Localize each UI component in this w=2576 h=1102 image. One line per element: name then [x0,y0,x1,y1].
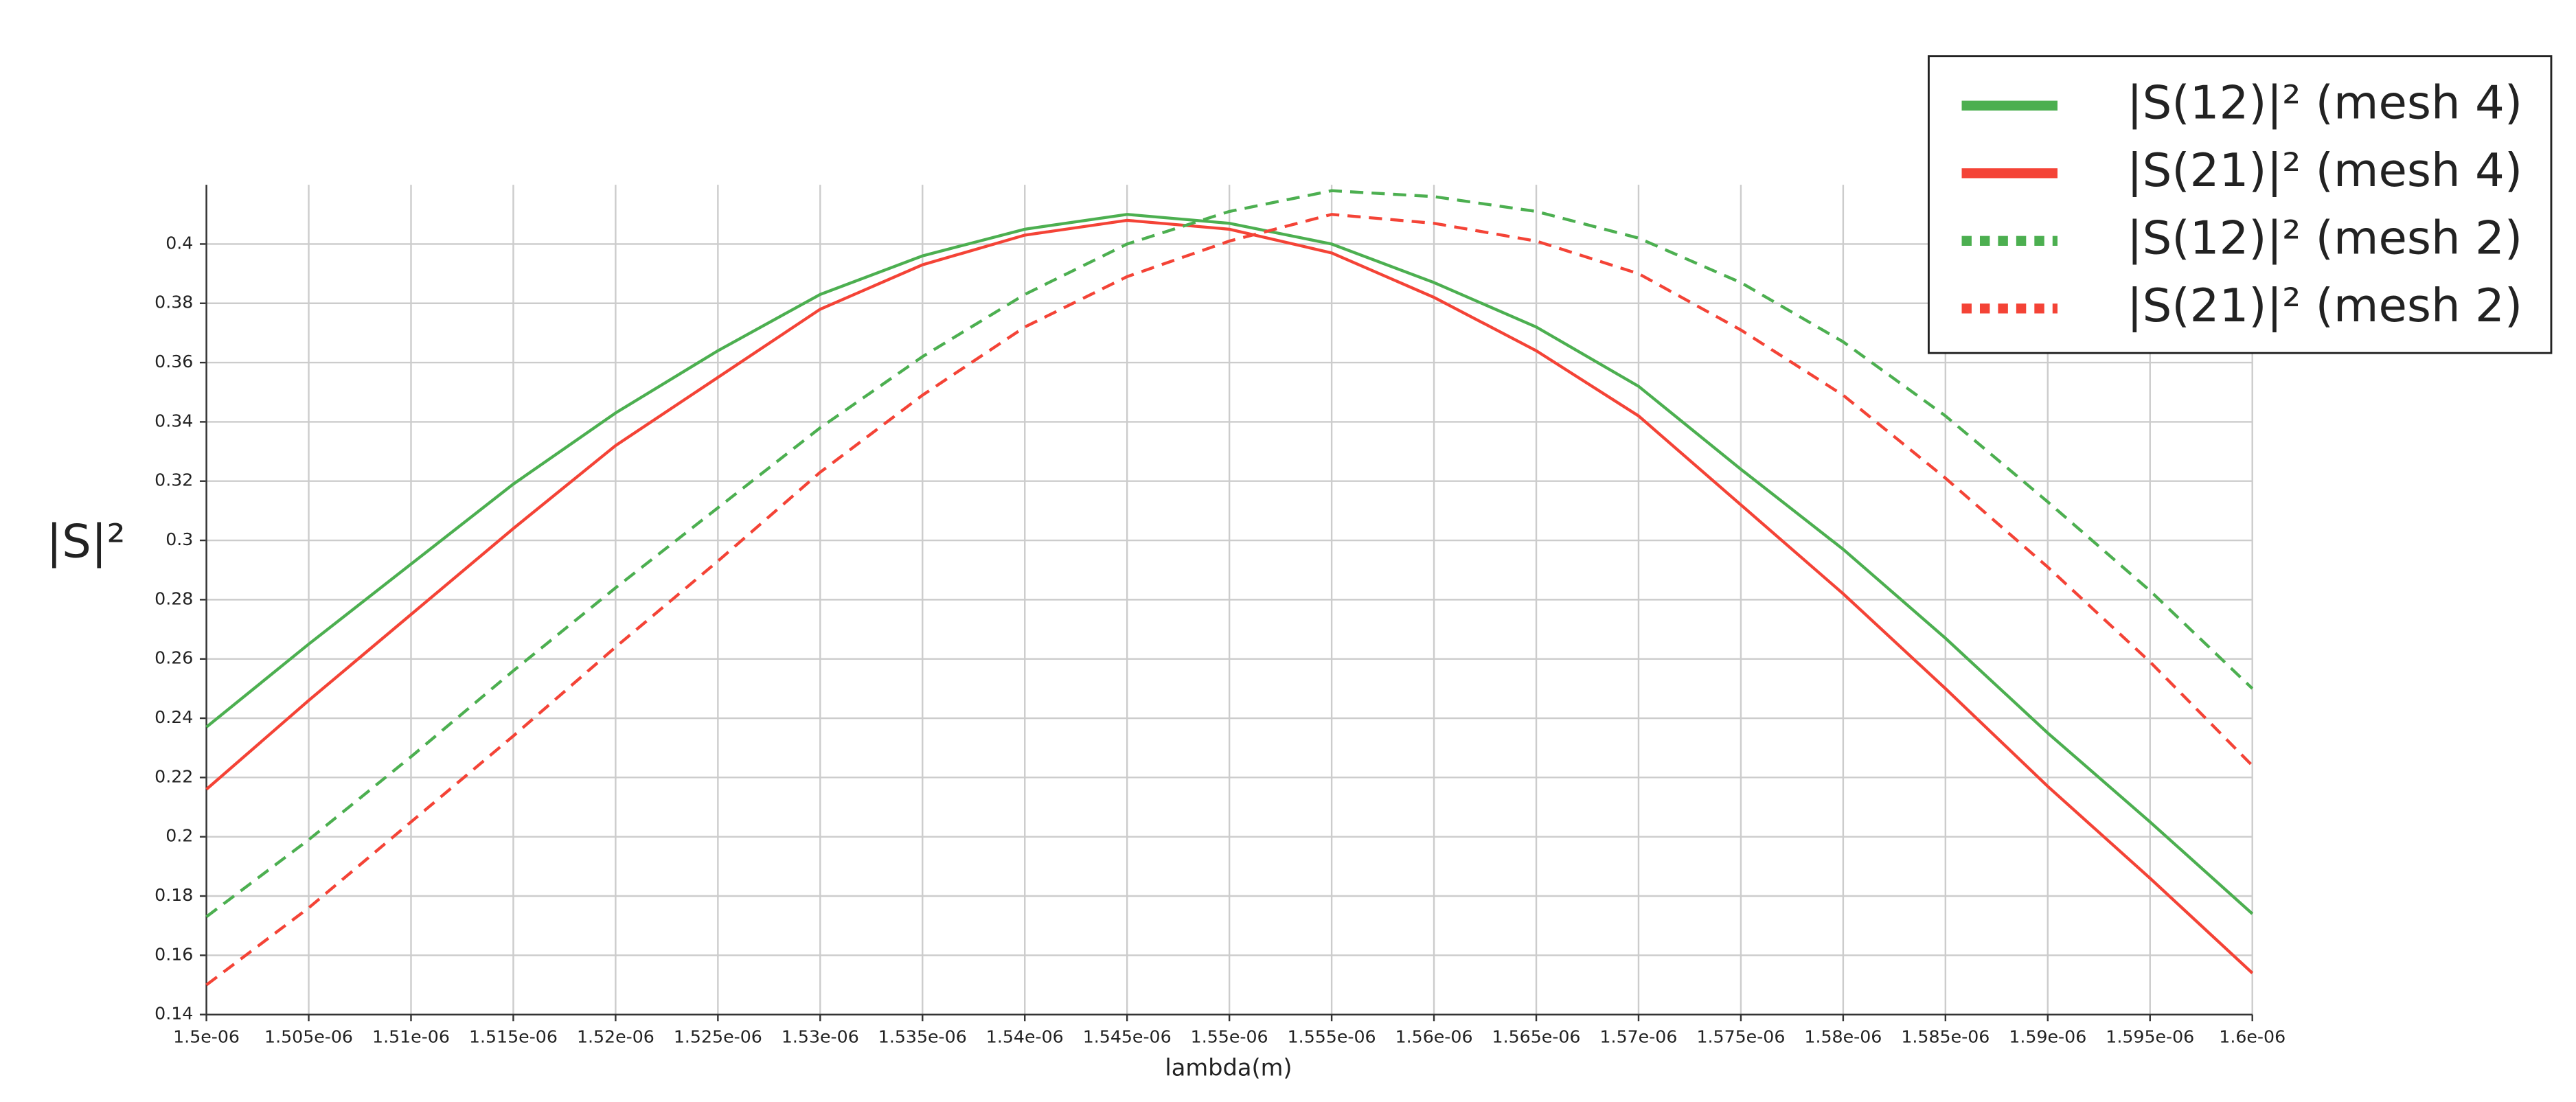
y-tick-label: 0.3 [166,529,193,549]
y-tick-label: 0.14 [155,1004,193,1024]
y-axis-label: |S|² [46,514,125,568]
y-tick-label: 0.36 [155,352,193,371]
series-line [205,213,2254,915]
y-tick-label: 0.4 [166,233,193,253]
legend-label: |S(21)|² (mesh 4) [2127,144,2522,197]
x-tick-label: 1.53e-06 [782,1026,859,1046]
y-tick-label: 0.38 [155,292,193,312]
x-axis-label: lambda(m) [1165,1054,1292,1081]
series-line [205,213,2254,987]
x-tick-label: 1.545e-06 [1083,1026,1172,1046]
series-line [205,189,2254,918]
x-tick-label: 1.51e-06 [372,1026,450,1046]
x-tick-label: 1.595e-06 [2106,1026,2194,1046]
y-tick-label: 0.2 [166,826,193,846]
x-tick-label: 1.575e-06 [1696,1026,1785,1046]
x-tick-label: 1.535e-06 [878,1026,967,1046]
x-tick-label: 1.5e-06 [173,1026,240,1046]
y-tick-label: 0.34 [155,411,193,431]
x-tick-label: 1.555e-06 [1288,1026,1376,1046]
y-tick-label: 0.16 [155,944,193,964]
y-tick-label: 0.32 [155,470,193,490]
legend-label: |S(21)|² (mesh 2) [2127,279,2522,332]
x-tick-label: 1.515e-06 [469,1026,558,1046]
y-tick-label: 0.22 [155,766,193,786]
x-tick-label: 1.56e-06 [1395,1026,1473,1046]
x-tick-label: 1.565e-06 [1492,1026,1581,1046]
x-tick-label: 1.55e-06 [1191,1026,1268,1046]
x-tick-label: 1.6e-06 [2219,1026,2286,1046]
y-tick-label: 0.28 [155,588,193,608]
series-line [205,218,2254,974]
x-tick-label: 1.525e-06 [674,1026,762,1046]
legend: |S(12)|² (mesh 4) |S(21)|² (mesh 4) |S(12)… [1927,55,2553,354]
legend-label: |S(12)|² (mesh 2) [2127,211,2522,264]
x-tick-label: 1.52e-06 [577,1026,654,1046]
x-tick-label: 1.505e-06 [264,1026,353,1046]
y-tick-label: 0.26 [155,648,193,668]
y-tick-label: 0.24 [155,707,193,727]
x-tick-label: 1.585e-06 [1901,1026,1990,1046]
x-tick-label: 1.59e-06 [2009,1026,2086,1046]
legend-label: |S(12)|² (mesh 4) [2127,76,2522,129]
x-tick-label: 1.58e-06 [1804,1026,1882,1046]
y-tick-label: 0.18 [155,885,193,905]
x-tick-label: 1.57e-06 [1600,1026,1678,1046]
x-tick-label: 1.54e-06 [986,1026,1064,1046]
